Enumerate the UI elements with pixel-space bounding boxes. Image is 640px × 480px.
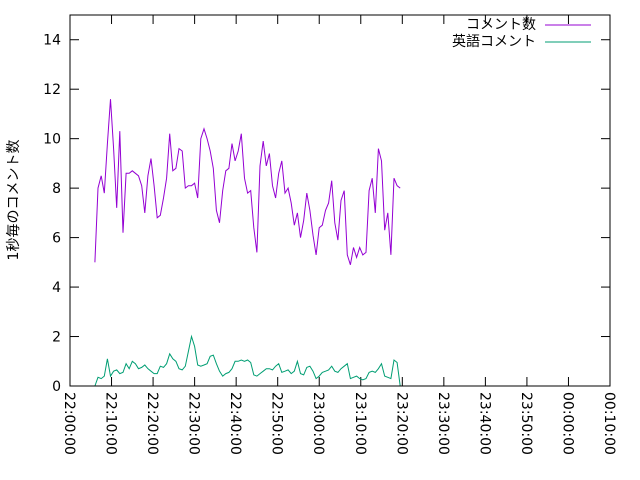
y-tick-label: 6 (52, 231, 61, 247)
x-tick-label: 23:30:00 (435, 392, 451, 455)
series-line-comments (94, 99, 401, 265)
x-tick-label: 22:10:00 (103, 392, 119, 455)
legend-label-comments: コメント数 (466, 17, 536, 33)
legend: コメント数 英語コメント (452, 17, 591, 50)
y-tick-label: 14 (43, 33, 61, 49)
y-axis-title: 1秒毎のコメント数 (6, 140, 22, 261)
y-axis-ticks: 0 2 4 6 8 10 12 14 (43, 33, 610, 395)
y-tick-label: 8 (52, 181, 61, 197)
x-tick-label: 23:50:00 (518, 392, 534, 455)
x-tick-label: 00:00:00 (559, 392, 575, 455)
plot-frame (69, 14, 611, 387)
y-tick-label: 2 (52, 330, 61, 346)
series-layer (94, 99, 401, 387)
x-tick-label: 22:00:00 (61, 392, 77, 455)
y-tick-label: 10 (43, 132, 61, 148)
x-tick-label: 23:40:00 (476, 392, 492, 455)
series-line-english-comments (94, 334, 401, 387)
x-tick-label: 00:10:00 (601, 392, 617, 455)
y-tick-label: 0 (52, 379, 61, 395)
x-tick-label: 22:20:00 (144, 392, 160, 455)
legend-label-english-comments: 英語コメント (452, 33, 536, 50)
x-tick-label: 23:10:00 (352, 392, 368, 455)
x-tick-label: 23:20:00 (393, 392, 409, 455)
x-tick-label: 22:50:00 (269, 392, 285, 455)
x-tick-label: 22:30:00 (186, 392, 202, 455)
x-tick-label: 22:40:00 (227, 392, 243, 455)
y-tick-label: 4 (52, 280, 61, 296)
x-axis-ticks: 22:00:00 22:10:00 22:20:00 22:30:00 22:40:00… (61, 15, 617, 455)
x-tick-label: 23:00:00 (310, 392, 326, 455)
y-tick-label: 12 (43, 82, 61, 98)
